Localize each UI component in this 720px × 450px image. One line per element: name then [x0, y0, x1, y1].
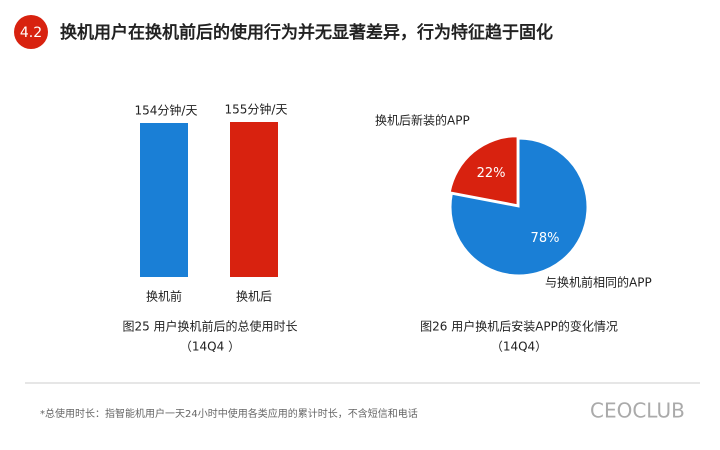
- chart-title: 图26 用户换机后安装APP的变化情况: [420, 319, 618, 334]
- chart-title: 图25 用户换机前后的总使用时长: [122, 319, 297, 334]
- badge: 4.2: [20, 25, 42, 41]
- pie-slice: [450, 138, 588, 276]
- value-label: 78%: [531, 231, 560, 246]
- bar: [140, 123, 188, 277]
- value-label: 155分钟/天: [225, 102, 288, 117]
- footnote: *总使用时长：指智能机用户一天24小时中使用各类应用的累计时长，不含短信和电话: [40, 407, 418, 420]
- value-label: 22%: [477, 166, 506, 181]
- category-label: 换机后: [236, 290, 272, 304]
- chart-subtitle: （14Q4）: [491, 340, 547, 354]
- slide-title: 换机用户在换机前后的使用行为并无显著差异，行为特征趋于固化: [60, 22, 553, 43]
- watermark: CEOCLUB: [590, 399, 685, 423]
- category-label: 与换机前相同的APP: [545, 275, 652, 290]
- bar: [230, 122, 278, 277]
- category-label: 换机后新装的APP: [375, 113, 470, 128]
- chart-subtitle: （14Q4 ）: [180, 340, 240, 354]
- badge-circle: [14, 15, 48, 49]
- pie-slice: [449, 136, 518, 206]
- value-label: 154分钟/天: [135, 103, 198, 118]
- category-label: 换机前: [146, 289, 182, 304]
